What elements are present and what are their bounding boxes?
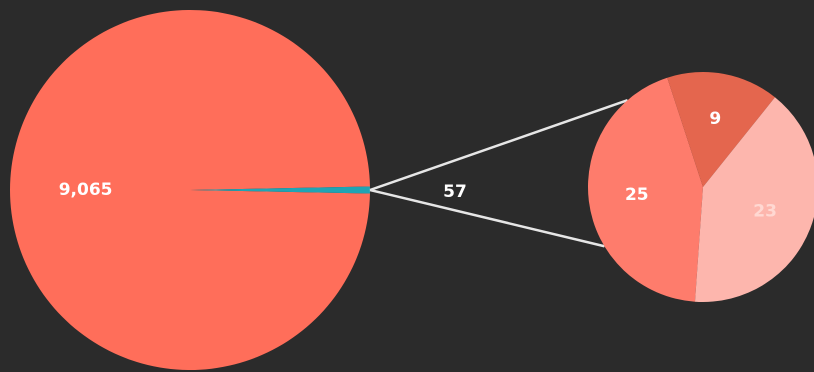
- sub-pie: [587, 71, 814, 302]
- connector-lines: [369, 99, 628, 248]
- data-labels: 9,065 57 25 9 23: [59, 109, 777, 221]
- slice-main-large: [10, 10, 370, 371]
- slice-sub-1: [667, 71, 775, 187]
- main-pie: [10, 10, 371, 371]
- label-sub-0: 25: [625, 185, 649, 205]
- slice-sub-0: [587, 77, 703, 302]
- label-sub-1: 9: [709, 109, 721, 129]
- connector-bottom: [369, 188, 605, 248]
- slice-sub-2: [694, 97, 814, 302]
- label-main-small: 57: [443, 182, 467, 202]
- label-main-large: 9,065: [59, 180, 113, 200]
- label-sub-2: 23: [753, 201, 777, 221]
- connector-top: [369, 99, 628, 192]
- slice-main-small: [190, 186, 371, 194]
